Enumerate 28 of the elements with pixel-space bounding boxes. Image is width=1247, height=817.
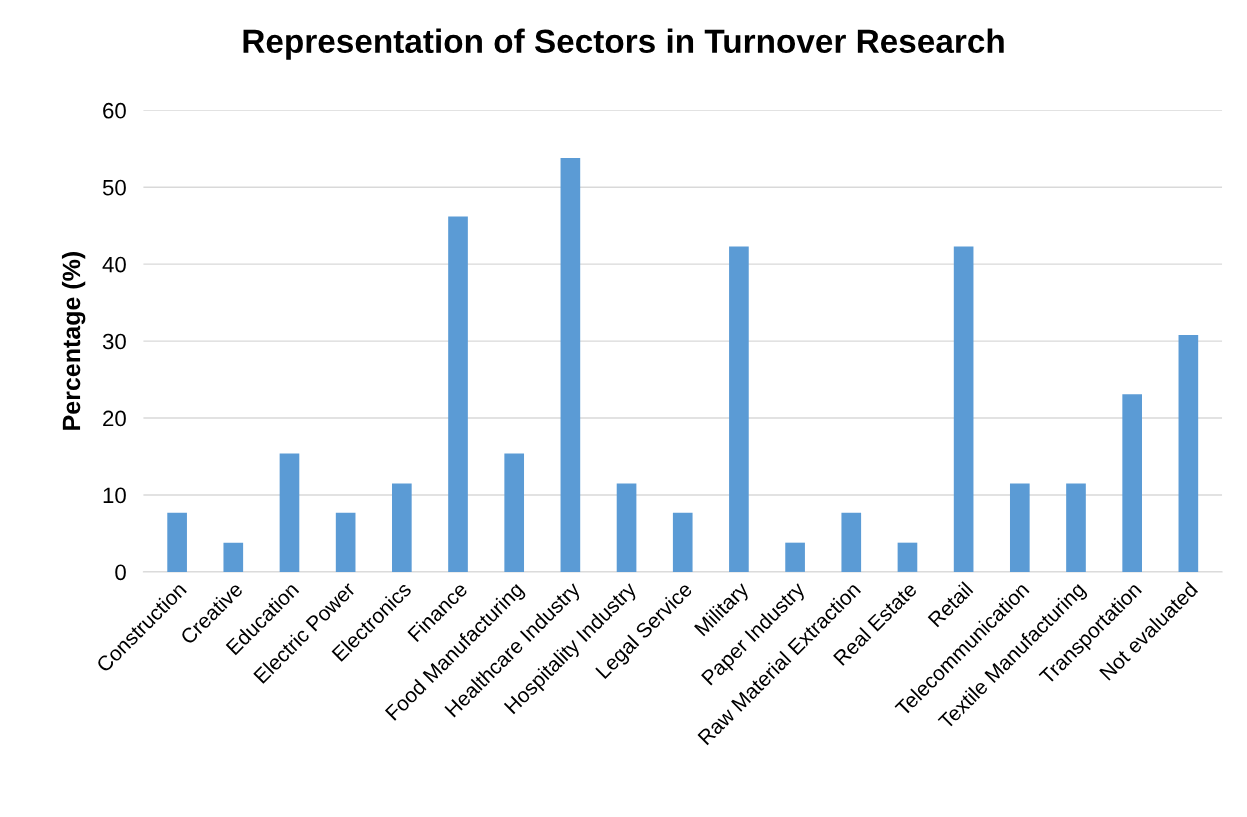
bar xyxy=(1066,483,1086,572)
bar xyxy=(335,512,356,572)
bar xyxy=(448,216,468,572)
bar xyxy=(1178,334,1199,572)
y-tick-label: 0 xyxy=(115,564,126,581)
bar xyxy=(392,483,412,572)
bar xyxy=(897,542,918,572)
bar xyxy=(953,246,974,572)
bar xyxy=(616,483,637,572)
bar xyxy=(1122,394,1142,572)
bar xyxy=(223,542,244,572)
y-tick-label: 20 xyxy=(103,410,126,427)
bar xyxy=(279,453,300,572)
y-tick-label: 40 xyxy=(102,256,126,273)
y-tick-label: 10 xyxy=(103,487,126,504)
y-axis-title: Percentage (%) xyxy=(61,252,86,430)
bar xyxy=(167,512,187,572)
bar xyxy=(672,512,693,572)
bar xyxy=(785,542,805,572)
bar xyxy=(841,512,862,572)
y-tick-label: 50 xyxy=(102,179,126,196)
chart-title: Representation of Sectors in Turnover Research xyxy=(243,28,1004,60)
bar xyxy=(729,246,749,572)
y-tick-label: 60 xyxy=(103,102,126,119)
y-tick-label: 30 xyxy=(102,333,126,350)
bar xyxy=(560,157,581,572)
bar xyxy=(1009,483,1030,572)
bar xyxy=(504,453,525,572)
